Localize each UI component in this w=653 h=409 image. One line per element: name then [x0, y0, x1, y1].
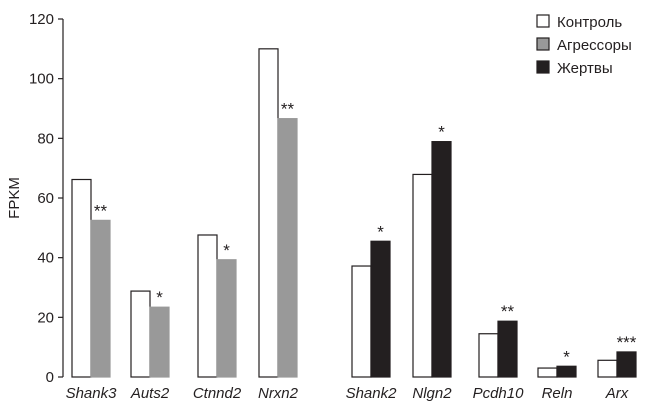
category-label: Pcdh10 — [473, 385, 525, 402]
bar-victim-arx — [616, 351, 637, 378]
bar-control-reln — [537, 367, 558, 378]
bar-control-ctnnd2 — [197, 234, 218, 378]
bar-aggressor-nrxn2 — [277, 118, 298, 378]
significance-label: * — [377, 222, 384, 241]
category-label: Nrxn2 — [258, 385, 299, 402]
category-label: Shank3 — [66, 385, 118, 402]
significance-label: ** — [94, 201, 108, 220]
category-label: Auts2 — [130, 385, 170, 402]
bar-victim-reln — [556, 365, 577, 378]
bar-control-pcdh10 — [478, 333, 499, 378]
significance-label: * — [156, 288, 163, 307]
bar-victim-pcdh10 — [497, 320, 518, 378]
significance-label: ** — [281, 100, 295, 119]
category-label: Ctnnd2 — [193, 385, 242, 402]
category-label: Shank2 — [346, 385, 398, 402]
y-tick-label: 80 — [37, 130, 54, 147]
labels: ** Shank3 * Auts2 * Ctnnd2 ** Nrxn2 * Shank2 * Nlgn… — [66, 100, 637, 402]
y-tick-label: 100 — [29, 71, 54, 88]
legend: Контроль Агрессоры Жертвы — [536, 14, 632, 77]
axes: 0 20 40 60 80 100 120 FPKM — [6, 11, 64, 386]
significance-label: * — [563, 347, 570, 366]
category-label: Nlgn2 — [412, 385, 452, 402]
bar-control-arx — [597, 359, 618, 378]
bar-victim-nlgn2 — [431, 141, 452, 378]
y-tick-label: 40 — [37, 250, 54, 267]
legend-label: Агрессоры — [557, 37, 632, 54]
legend-swatch — [536, 14, 550, 28]
bars — [71, 48, 637, 378]
bar-control-auts2 — [130, 290, 151, 378]
bar-aggressor-auts2 — [149, 306, 170, 378]
category-label: Reln — [542, 385, 573, 402]
y-tick-label: 60 — [37, 190, 54, 207]
significance-label: * — [223, 241, 230, 260]
y-tick-label: 120 — [29, 11, 54, 28]
bar-control-shank2 — [351, 265, 372, 378]
significance-label: * — [438, 123, 445, 142]
bar-aggressor-ctnnd2 — [216, 259, 237, 378]
y-tick-label: 0 — [46, 369, 54, 386]
bar-control-nlgn2 — [412, 173, 433, 378]
significance-label: ** — [501, 302, 515, 321]
legend-label: Жертвы — [557, 60, 613, 77]
significance-label: *** — [617, 333, 637, 352]
bar-control-shank3 — [71, 178, 92, 378]
legend-label: Контроль — [557, 14, 622, 31]
y-tick-label: 20 — [37, 309, 54, 326]
y-axis-title: FPKM — [6, 177, 23, 219]
category-label: Arx — [605, 385, 629, 402]
legend-swatch — [536, 37, 550, 51]
bar-aggressor-shank3 — [90, 219, 111, 378]
legend-swatch — [536, 60, 550, 74]
bar-control-nrxn2 — [258, 48, 279, 378]
bar-victim-shank2 — [370, 240, 391, 378]
